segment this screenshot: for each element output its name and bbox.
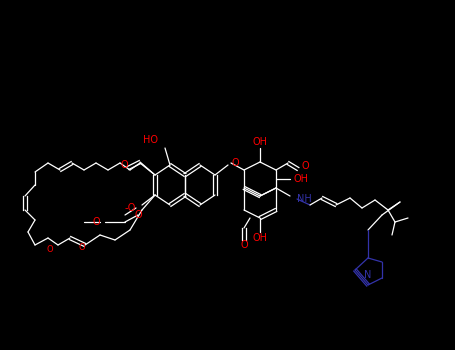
Text: O: O — [120, 160, 128, 170]
Text: O: O — [47, 245, 53, 254]
Text: OH: OH — [294, 174, 309, 184]
Text: O: O — [79, 244, 86, 252]
Text: HO: HO — [143, 135, 158, 145]
Text: OH: OH — [253, 233, 268, 243]
Text: -O: -O — [125, 203, 136, 213]
Text: O: O — [92, 217, 100, 227]
Text: N: N — [364, 270, 372, 280]
Text: O: O — [231, 158, 238, 168]
Text: O: O — [134, 210, 142, 220]
Text: O: O — [240, 240, 248, 250]
Text: O: O — [302, 161, 309, 171]
Text: NH: NH — [297, 194, 312, 204]
Text: OH: OH — [253, 137, 268, 147]
